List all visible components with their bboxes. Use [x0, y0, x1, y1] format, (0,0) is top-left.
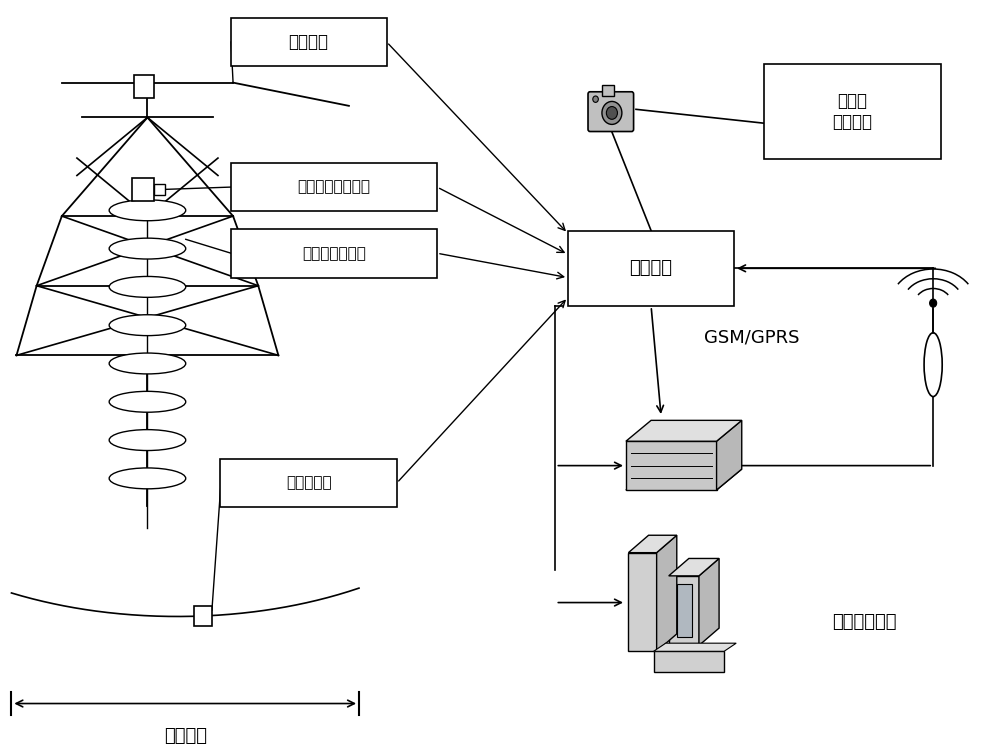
FancyBboxPatch shape — [231, 18, 387, 67]
Polygon shape — [717, 420, 742, 490]
FancyBboxPatch shape — [568, 230, 734, 306]
Polygon shape — [628, 553, 657, 651]
Text: GSM/GPRS: GSM/GPRS — [704, 329, 800, 347]
Circle shape — [602, 101, 622, 124]
Circle shape — [593, 96, 598, 103]
FancyBboxPatch shape — [588, 92, 634, 131]
Ellipse shape — [109, 277, 186, 297]
Text: 泄漏电流传感器: 泄漏电流传感器 — [302, 246, 366, 261]
Bar — [194, 605, 212, 626]
Bar — [154, 184, 165, 195]
Polygon shape — [628, 536, 677, 553]
Bar — [132, 178, 154, 201]
Polygon shape — [669, 576, 699, 646]
Bar — [134, 74, 154, 98]
Ellipse shape — [109, 430, 186, 451]
Bar — [602, 85, 614, 97]
Text: 微气象
传感器群: 微气象 传感器群 — [833, 92, 873, 131]
Polygon shape — [669, 559, 719, 576]
Ellipse shape — [109, 238, 186, 259]
Text: 监测终端: 监测终端 — [630, 260, 673, 278]
Circle shape — [606, 106, 617, 119]
Polygon shape — [654, 644, 736, 651]
Polygon shape — [626, 469, 742, 490]
Ellipse shape — [109, 392, 186, 412]
Text: 拉力及角度传感器: 拉力及角度传感器 — [297, 179, 370, 194]
Circle shape — [930, 299, 937, 307]
Ellipse shape — [109, 353, 186, 374]
Ellipse shape — [109, 468, 186, 489]
FancyBboxPatch shape — [231, 229, 437, 278]
Text: 模拟导线: 模拟导线 — [289, 33, 329, 51]
Ellipse shape — [109, 200, 186, 220]
Text: 监控中心主站: 监控中心主站 — [832, 614, 897, 632]
FancyBboxPatch shape — [764, 64, 941, 159]
Polygon shape — [699, 559, 719, 646]
Polygon shape — [626, 441, 717, 490]
Polygon shape — [654, 651, 724, 672]
FancyBboxPatch shape — [220, 459, 397, 508]
Text: 垂直档距: 垂直档距 — [164, 727, 207, 745]
Polygon shape — [626, 420, 742, 441]
Ellipse shape — [109, 315, 186, 336]
Polygon shape — [677, 584, 692, 638]
FancyBboxPatch shape — [231, 163, 437, 211]
Polygon shape — [657, 536, 677, 651]
Ellipse shape — [924, 333, 942, 397]
Text: 角度传感器: 角度传感器 — [286, 476, 331, 490]
